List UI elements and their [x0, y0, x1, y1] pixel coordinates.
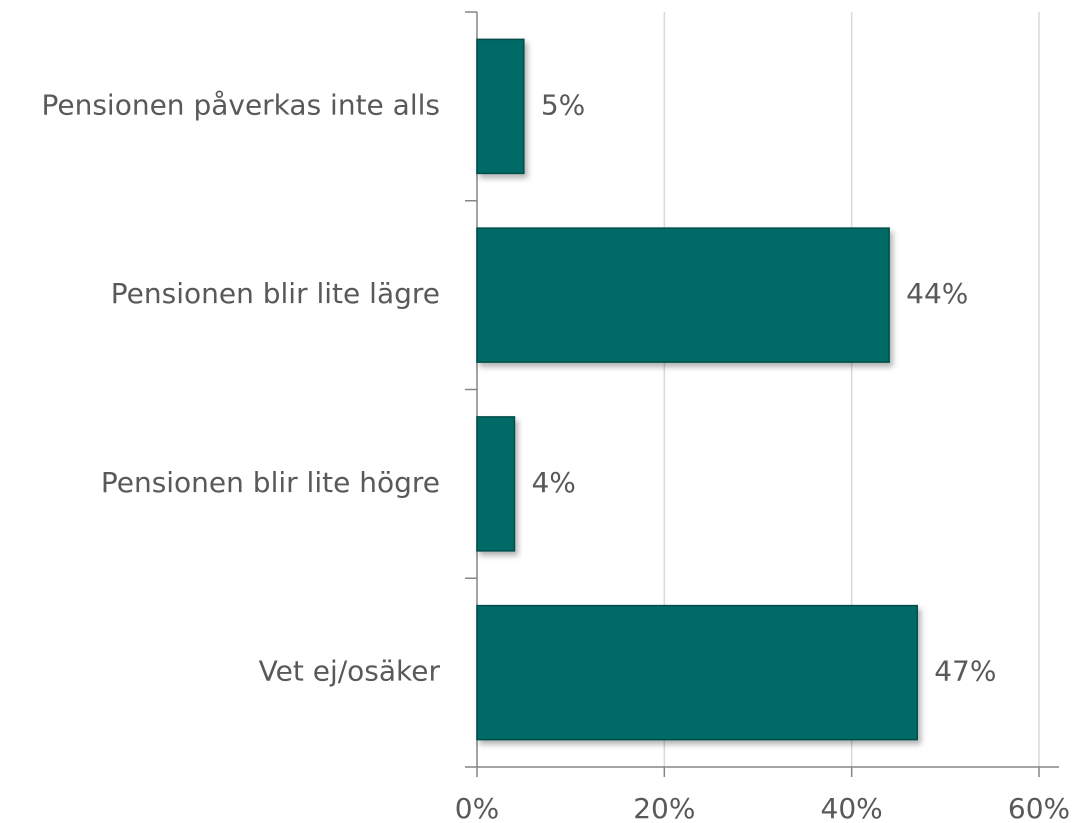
data-label: 4% [531, 466, 575, 499]
data-label: 5% [541, 88, 585, 121]
x-tick-label: 20% [633, 792, 695, 823]
y-tick-label: Pensionen blir lite högre [101, 466, 440, 499]
data-label: 47% [934, 655, 996, 688]
x-tick-label: 40% [821, 792, 883, 823]
y-tick-label: Pensionen blir lite lägre [111, 277, 440, 310]
bar [476, 227, 890, 363]
y-tick-label: Pensionen påverkas inte alls [41, 88, 440, 121]
x-tick-label: 60% [1008, 792, 1070, 823]
data-label: 44% [906, 277, 968, 310]
bar [476, 38, 525, 175]
bar [476, 416, 516, 552]
y-tick-label: Vet ej/osäker [259, 655, 441, 688]
x-tick-label: 0% [455, 792, 499, 823]
bar [476, 604, 918, 741]
